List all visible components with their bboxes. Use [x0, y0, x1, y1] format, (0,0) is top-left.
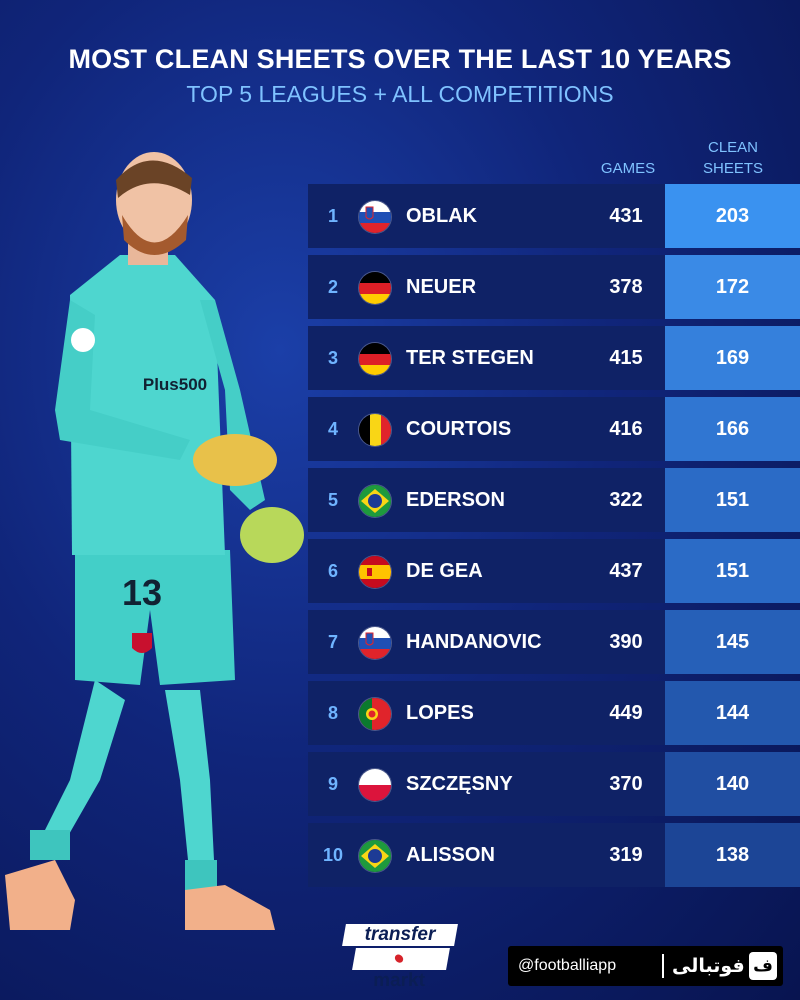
player-name: OBLAK: [406, 205, 478, 227]
rank-number: 1: [327, 206, 338, 226]
germany-flag-icon: [358, 271, 392, 305]
brazil-flag-icon: [358, 839, 392, 873]
brand-name: فوتبالی: [672, 955, 745, 977]
rank-number: 5: [327, 490, 338, 510]
games-value: 415: [609, 347, 643, 369]
rank-number: 2: [327, 277, 338, 297]
table-row: 5 EDERSON 322 151: [308, 468, 800, 532]
table-row: 8 LOPES 449 144: [308, 681, 800, 745]
badge-divider: [662, 954, 664, 978]
shirt-sponsor: Plus500: [143, 375, 207, 394]
rank-number: 8: [327, 703, 338, 723]
games-value: 437: [609, 560, 643, 582]
logo-dot-icon: ●: [391, 948, 407, 969]
brand-icon-letter: ف: [753, 956, 773, 976]
laliga-patch-icon: [71, 328, 95, 352]
games-column-header: GAMES: [600, 160, 656, 177]
rank-number: 3: [327, 348, 338, 368]
logo-line1: transfer: [364, 924, 436, 945]
player-name: NEUER: [406, 276, 477, 298]
player-name: COURTOIS: [406, 418, 512, 440]
rank-number: 10: [322, 845, 344, 865]
rank-number: 6: [327, 561, 338, 581]
games-value: 378: [609, 276, 643, 298]
player-name: DE GEA: [406, 560, 483, 582]
player-name: HANDANOVIC: [406, 631, 542, 653]
table-row: 7 HANDANOVIC 390 145: [308, 610, 800, 674]
games-value: 319: [609, 844, 643, 866]
games-value: 390: [609, 631, 643, 653]
clean-sheets-value: 172: [665, 255, 800, 319]
portugal-flag-icon: [358, 697, 392, 731]
slovenia-flag-icon: [358, 626, 392, 660]
table-row: 6 DE GEA 437 151: [308, 539, 800, 603]
belgium-flag-icon: [358, 413, 392, 447]
club-badge-icon: [132, 633, 152, 653]
clean-sheets-value: 166: [665, 397, 800, 461]
player-name: TER STEGEN: [406, 347, 534, 369]
poland-flag-icon: [358, 768, 392, 802]
clean-sheets-value: 151: [665, 539, 800, 603]
spain-flag-icon: [358, 555, 392, 589]
germany-flag-icon: [358, 342, 392, 376]
slovenia-flag-icon: [358, 200, 392, 234]
games-value: 322: [609, 489, 643, 511]
table-row: 2 NEUER 378 172: [308, 255, 800, 319]
social-handle: @footballiapp: [518, 957, 617, 974]
clean-sheets-value: 140: [665, 752, 800, 816]
app-badge: @footballiapp فوتبالی ف: [508, 946, 783, 986]
player-name: SZCZĘSNY: [406, 773, 513, 795]
logo-line2: markt: [371, 970, 427, 991]
shirt-number: 13: [122, 572, 162, 613]
player-name: EDERSON: [406, 489, 505, 511]
table-row: 1 OBLAK 431 203: [308, 184, 800, 248]
games-value: 370: [609, 773, 643, 795]
games-value: 416: [609, 418, 643, 440]
rank-number: 7: [327, 632, 338, 652]
brazil-flag-icon: [358, 484, 392, 518]
rank-number: 4: [327, 419, 338, 439]
brand-logo-icon: ف: [749, 952, 777, 980]
transfermarkt-logo: transfer ● markt: [342, 924, 458, 991]
clean-sheets-value: 145: [665, 610, 800, 674]
table-row: 4 COURTOIS 416 166: [308, 397, 800, 461]
table-row: 10 ALISSON 319 138: [308, 823, 800, 887]
clean-sheets-value: 151: [665, 468, 800, 532]
clean-sheets-value: 169: [665, 326, 800, 390]
clean-sheets-header-line2: SHEETS: [702, 160, 763, 177]
table-row: 3 TER STEGEN 415 169: [308, 326, 800, 390]
clean-sheets-header-line1: CLEAN: [707, 139, 759, 156]
clean-sheets-column-header: CLEAN SHEETS: [683, 137, 783, 179]
games-value: 431: [609, 205, 643, 227]
page-subtitle: TOP 5 LEAGUES + ALL COMPETITIONS: [186, 81, 614, 107]
player-name: ALISSON: [406, 844, 495, 866]
clean-sheets-value: 203: [665, 184, 800, 248]
goalkeeper-photo: 13 Plus500: [5, 152, 304, 930]
clean-sheets-value: 138: [665, 823, 800, 887]
player-name: LOPES: [406, 702, 474, 724]
rank-number: 9: [327, 774, 338, 794]
page-title: MOST CLEAN SHEETS OVER THE LAST 10 YEARS: [68, 44, 732, 74]
table-row: 9 SZCZĘSNY 370 140: [308, 752, 800, 816]
clean-sheets-value: 144: [665, 681, 800, 745]
games-value: 449: [609, 702, 643, 724]
